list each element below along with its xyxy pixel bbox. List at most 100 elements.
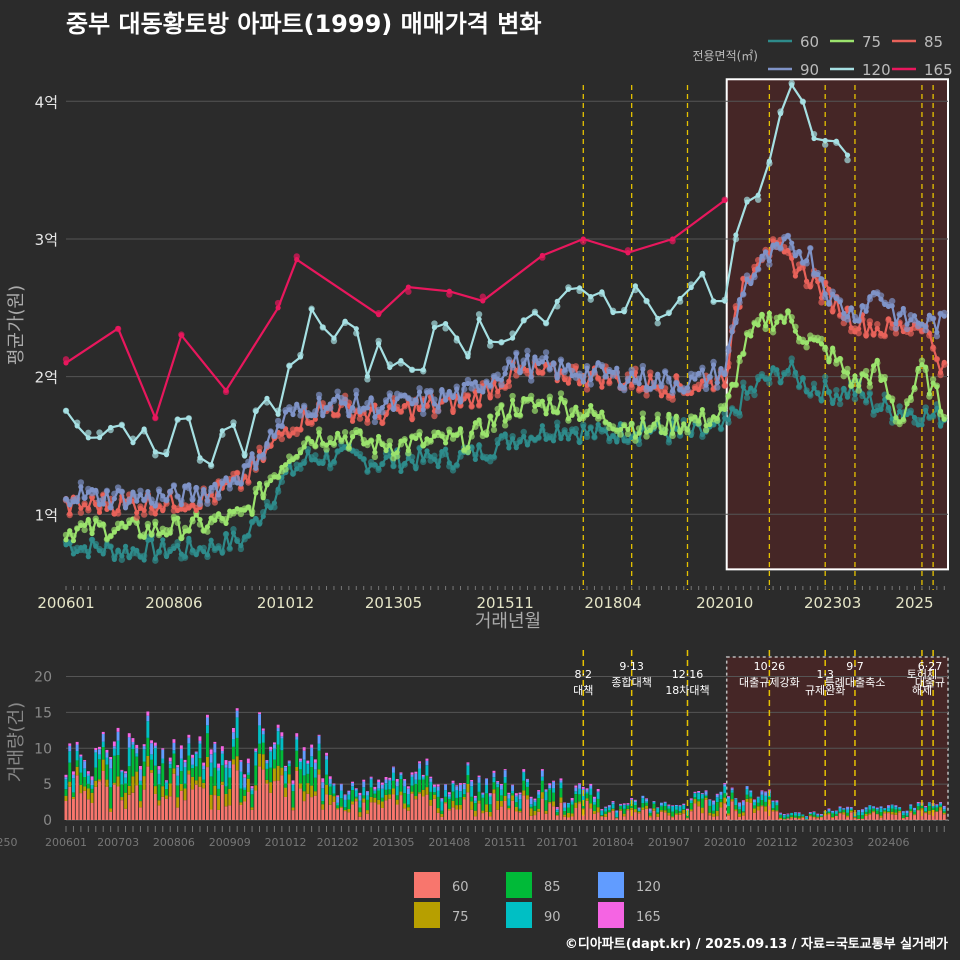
price-line-point-90 bbox=[82, 495, 88, 501]
volume-bar-85 bbox=[273, 759, 276, 769]
volume-bar-120 bbox=[574, 787, 578, 792]
price-line-point-60 bbox=[361, 456, 367, 462]
volume-bar-90 bbox=[295, 739, 299, 751]
volume-bar-75 bbox=[86, 788, 90, 800]
volume-bar-75 bbox=[261, 754, 265, 770]
price-line-point-75 bbox=[223, 520, 229, 526]
volume-bar-85 bbox=[161, 763, 165, 787]
volume-bar-85 bbox=[112, 755, 116, 783]
volume-bar-85 bbox=[142, 761, 146, 777]
volume-bar-120 bbox=[901, 811, 905, 813]
volume-bar-85 bbox=[235, 737, 239, 757]
price-line-point-90 bbox=[353, 391, 359, 398]
volume-bar-165 bbox=[492, 770, 496, 773]
volume-bar-60 bbox=[477, 803, 481, 820]
price-line-point-90 bbox=[201, 487, 207, 493]
price-line-point-85 bbox=[536, 370, 542, 376]
volume-bar-120 bbox=[436, 786, 440, 791]
price-line-point-85 bbox=[565, 380, 572, 386]
policy-annotation-label: 특례대출축소 bbox=[825, 676, 886, 689]
price-line-point-75 bbox=[621, 423, 627, 429]
price-line-point-75 bbox=[904, 401, 910, 407]
volume-bar-60 bbox=[261, 769, 265, 820]
volume-bar-120 bbox=[563, 803, 567, 808]
volume-bar-60 bbox=[243, 801, 247, 820]
volume-bar-85 bbox=[801, 815, 805, 817]
volume-bar-90 bbox=[451, 784, 455, 792]
volume-bar-75 bbox=[671, 816, 675, 818]
price-line-point-90 bbox=[807, 245, 813, 251]
volume-bar-120 bbox=[109, 759, 113, 769]
volume-bar-85 bbox=[116, 755, 120, 777]
price-line-point-90 bbox=[104, 488, 110, 494]
price-line-point-90 bbox=[547, 365, 553, 372]
price-line-point-90 bbox=[260, 451, 266, 458]
policy-annotation-label: 규제완화 bbox=[805, 684, 845, 697]
volume-bar-60 bbox=[939, 810, 942, 820]
price-line-point-85 bbox=[852, 329, 858, 335]
price-line-point-75 bbox=[856, 383, 862, 389]
volume-bar-165 bbox=[228, 760, 232, 762]
volume-bar-75 bbox=[567, 813, 570, 818]
price-line-point-90 bbox=[554, 375, 560, 381]
volume-bar-90 bbox=[243, 787, 247, 790]
volume-bar-75 bbox=[165, 795, 168, 799]
volume-bar-85 bbox=[846, 812, 849, 816]
volume-bar-60 bbox=[232, 764, 235, 820]
volume-bar-60 bbox=[284, 797, 287, 820]
volume-bar-165 bbox=[924, 806, 928, 808]
volume-bar-60 bbox=[548, 803, 552, 820]
volume-bar-120 bbox=[429, 778, 433, 782]
price-point-60 bbox=[743, 394, 751, 401]
price-line-point-60 bbox=[565, 436, 572, 442]
volume-bar-165 bbox=[727, 796, 730, 797]
price-x-tick-label: 202010 bbox=[696, 594, 753, 612]
volume-bar-60 bbox=[827, 814, 831, 820]
price-line-point-165 bbox=[115, 325, 121, 332]
volume-bar-85 bbox=[183, 783, 187, 789]
volume-bar-60 bbox=[559, 802, 563, 820]
volume-bar-75 bbox=[641, 807, 645, 810]
volume-bar-90 bbox=[258, 725, 261, 744]
volume-bar-85 bbox=[470, 796, 474, 802]
price-line-point-85 bbox=[937, 369, 944, 375]
volume-bar-165 bbox=[697, 791, 701, 792]
volume-bar-90 bbox=[135, 753, 139, 757]
volume-bar-85 bbox=[64, 789, 68, 796]
price-line-point-85 bbox=[599, 384, 605, 390]
volume-bar-85 bbox=[507, 805, 511, 808]
volume-x-tick-label: 201202 bbox=[317, 836, 359, 849]
volume-bar-90 bbox=[730, 790, 734, 793]
volume-bar-120 bbox=[909, 804, 913, 806]
volume-bar-85 bbox=[232, 746, 235, 760]
volume-bar-165 bbox=[72, 771, 75, 775]
volume-bar-75 bbox=[228, 788, 232, 806]
volume-bar-120 bbox=[745, 786, 749, 789]
volume-bar-75 bbox=[712, 813, 715, 817]
bar-legend-label: 85 bbox=[544, 880, 561, 895]
price-line-point-90 bbox=[249, 451, 255, 457]
volume-bar-165 bbox=[429, 776, 433, 779]
price-line-point-75 bbox=[387, 442, 393, 448]
volume-bar-60 bbox=[790, 818, 794, 820]
volume-bar-75 bbox=[366, 810, 369, 814]
price-line-point-60 bbox=[294, 466, 300, 472]
volume-bar-75 bbox=[79, 784, 83, 794]
volume-bar-90 bbox=[473, 800, 477, 804]
price-line-point-120 bbox=[588, 294, 594, 300]
volume-bar-75 bbox=[105, 779, 109, 787]
price-line-point-75 bbox=[815, 338, 821, 344]
price-line-point-90 bbox=[74, 499, 80, 505]
volume-bar-85 bbox=[674, 809, 678, 814]
price-line-point-60 bbox=[331, 458, 337, 465]
price-line-point-90 bbox=[431, 401, 438, 407]
volume-bar-165 bbox=[693, 791, 697, 793]
volume-bar-75 bbox=[142, 776, 146, 790]
volume-bar-165 bbox=[90, 776, 94, 781]
price-line-point-90 bbox=[197, 498, 203, 504]
price-line-point-90 bbox=[710, 362, 717, 368]
price-line-point-90 bbox=[517, 370, 523, 376]
price-line-point-60 bbox=[409, 458, 415, 464]
volume-bar-90 bbox=[120, 772, 124, 785]
volume-bar-75 bbox=[332, 796, 336, 802]
